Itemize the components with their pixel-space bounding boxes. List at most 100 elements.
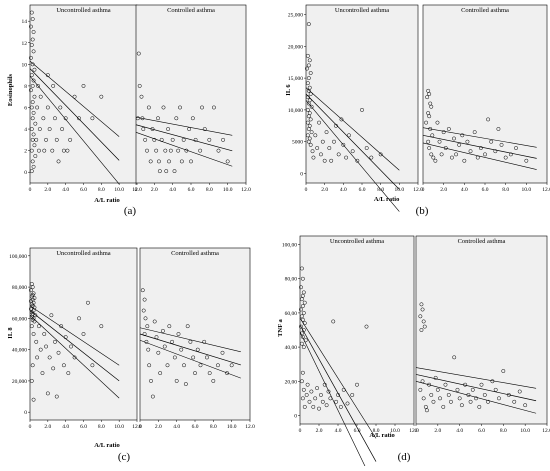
data-point bbox=[47, 127, 52, 132]
data-point bbox=[421, 396, 426, 401]
data-point bbox=[202, 339, 207, 344]
y-tick-label: 60,000 bbox=[12, 316, 27, 322]
data-point bbox=[141, 127, 146, 132]
y-tick-label: 80,000 bbox=[12, 285, 27, 291]
data-point bbox=[53, 116, 57, 121]
data-point bbox=[33, 154, 38, 158]
data-point bbox=[30, 37, 35, 42]
data-point bbox=[44, 344, 48, 349]
data-point bbox=[165, 363, 170, 368]
data-point bbox=[336, 152, 341, 157]
data-point bbox=[86, 300, 90, 305]
data-point bbox=[301, 310, 306, 315]
data-point bbox=[429, 392, 434, 397]
data-point bbox=[81, 83, 86, 88]
y-tick-label: 10 bbox=[22, 62, 28, 68]
data-point bbox=[446, 392, 451, 397]
data-point bbox=[31, 49, 36, 54]
data-point bbox=[459, 403, 464, 408]
data-point bbox=[36, 324, 41, 329]
data-point bbox=[140, 288, 145, 293]
data-point bbox=[99, 94, 104, 99]
data-point bbox=[433, 158, 438, 163]
data-point bbox=[307, 58, 312, 63]
x-tick-label: 6.0 bbox=[359, 187, 366, 193]
y-tick-label: 40,000 bbox=[12, 348, 27, 354]
data-point bbox=[33, 121, 38, 126]
data-point bbox=[189, 159, 193, 164]
data-point bbox=[77, 316, 81, 321]
panel-title: Uncontrolled asthma bbox=[56, 7, 110, 14]
data-point bbox=[178, 105, 182, 110]
data-point bbox=[146, 105, 151, 110]
data-point bbox=[51, 366, 56, 371]
data-point bbox=[332, 139, 336, 144]
data-point bbox=[341, 142, 346, 147]
x-tick-label: 8.0 bbox=[98, 424, 105, 430]
data-point bbox=[30, 159, 35, 164]
data-point bbox=[30, 83, 35, 88]
x-tick-label: 6.0 bbox=[188, 187, 195, 193]
data-point bbox=[305, 81, 310, 86]
panel-frame-2-1 bbox=[139, 247, 251, 421]
data-point bbox=[30, 116, 35, 121]
x-tick-label: 4.0 bbox=[340, 187, 347, 193]
data-point bbox=[301, 290, 306, 295]
x-tick-label: 12.0 bbox=[132, 187, 142, 193]
x-axis-label: A/L ratio bbox=[94, 197, 119, 204]
fit-line bbox=[139, 333, 241, 366]
data-point bbox=[179, 159, 184, 164]
data-point bbox=[159, 137, 164, 142]
data-point bbox=[364, 146, 369, 150]
x-tick-label: 2.0 bbox=[440, 187, 447, 193]
y-tick-label: 20,00 bbox=[285, 379, 298, 385]
data-point bbox=[211, 105, 216, 110]
panel-caption: (b) bbox=[416, 205, 429, 217]
data-point bbox=[454, 152, 459, 157]
data-point bbox=[229, 363, 234, 368]
x-tick-label: 10.0 bbox=[390, 428, 400, 434]
x-tick-label: 6.0 bbox=[354, 428, 361, 434]
data-point bbox=[344, 155, 349, 160]
data-point bbox=[162, 344, 167, 349]
data-point bbox=[512, 399, 517, 404]
data-point bbox=[306, 76, 311, 81]
x-tick-label: 12.0 bbox=[413, 187, 423, 193]
data-point bbox=[157, 169, 162, 174]
data-point bbox=[427, 382, 432, 387]
data-point bbox=[300, 317, 305, 322]
data-point bbox=[477, 404, 482, 409]
data-point bbox=[185, 324, 190, 329]
data-point bbox=[35, 355, 40, 360]
data-point bbox=[60, 127, 65, 132]
data-point bbox=[32, 67, 37, 72]
x-tick-label: 8.0 bbox=[502, 187, 509, 193]
data-point bbox=[167, 159, 171, 164]
data-point bbox=[31, 332, 36, 336]
fit-line bbox=[305, 93, 400, 190]
data-point bbox=[66, 371, 71, 376]
y-tick-label: 2 bbox=[24, 149, 27, 155]
data-point bbox=[331, 319, 336, 324]
ci-upper-line bbox=[139, 327, 241, 353]
x-tick-label: 12.0 bbox=[542, 187, 550, 193]
data-point bbox=[220, 350, 225, 355]
data-point bbox=[429, 152, 434, 157]
x-tick-label: 8.0 bbox=[373, 428, 380, 434]
x-axis-label: A/L ratio bbox=[374, 196, 399, 203]
data-point bbox=[313, 396, 318, 401]
data-point bbox=[320, 399, 325, 404]
data-point bbox=[429, 104, 434, 109]
data-point bbox=[31, 78, 36, 83]
data-point bbox=[29, 10, 34, 15]
data-point bbox=[35, 105, 40, 110]
data-point bbox=[163, 148, 168, 153]
data-point bbox=[148, 159, 153, 164]
data-point bbox=[474, 396, 478, 401]
x-tick-label: 4.0 bbox=[173, 424, 180, 430]
data-point bbox=[419, 328, 424, 332]
y-tick-label: 20,000 bbox=[288, 44, 303, 50]
data-point bbox=[32, 319, 37, 324]
data-point bbox=[28, 24, 33, 29]
ci-upper-line bbox=[415, 367, 537, 389]
